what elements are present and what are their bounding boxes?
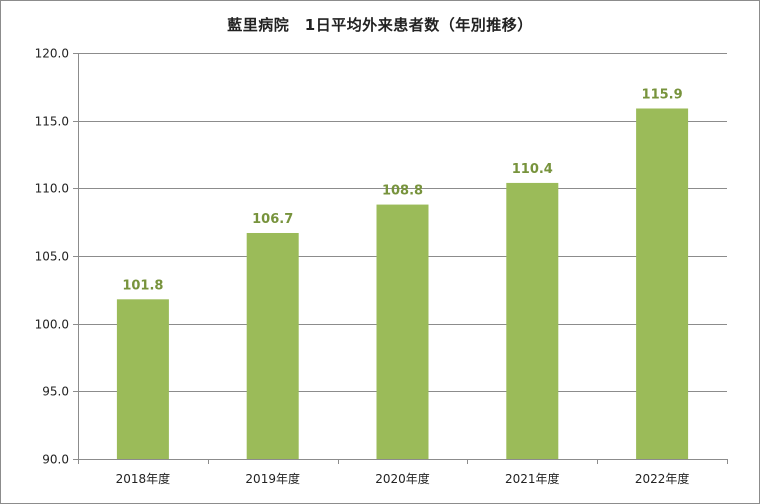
y-axis-ticks: 90.0 95.0 100.0 105.0 110.0 115.0 120.0 bbox=[35, 47, 69, 467]
y-tick-label: 90.0 bbox=[42, 453, 69, 467]
bar bbox=[246, 232, 299, 459]
data-label: 106.7 bbox=[252, 212, 293, 227]
x-tick-label: 2019年度 bbox=[245, 471, 300, 486]
bar bbox=[376, 204, 429, 459]
bar bbox=[506, 182, 559, 460]
chart-title: 藍里病院 1日平均外来患者数（年別推移） bbox=[227, 16, 533, 34]
y-tick-label: 120.0 bbox=[35, 47, 69, 61]
data-labels: 101.8 106.7 108.8 110.4 115.9 bbox=[122, 87, 682, 293]
y-tick-label: 115.0 bbox=[35, 115, 69, 129]
x-tick-label: 2018年度 bbox=[116, 471, 171, 486]
bar bbox=[116, 299, 169, 459]
y-tick-label: 105.0 bbox=[35, 250, 69, 264]
axes bbox=[73, 53, 728, 464]
bar bbox=[636, 108, 689, 459]
data-label: 115.9 bbox=[642, 87, 683, 102]
x-tick-label: 2021年度 bbox=[505, 471, 560, 486]
x-tick-label: 2022年度 bbox=[635, 471, 690, 486]
y-tick-label: 110.0 bbox=[35, 182, 69, 196]
data-label: 110.4 bbox=[512, 162, 553, 177]
data-label: 108.8 bbox=[382, 184, 423, 199]
bars bbox=[116, 108, 689, 460]
y-tick-label: 95.0 bbox=[42, 385, 69, 399]
x-tick-label: 2020年度 bbox=[375, 471, 430, 486]
y-tick-label: 100.0 bbox=[35, 318, 69, 332]
x-axis-ticks: 2018年度 2019年度 2020年度 2021年度 2022年度 bbox=[116, 471, 690, 486]
data-label: 101.8 bbox=[122, 278, 163, 293]
